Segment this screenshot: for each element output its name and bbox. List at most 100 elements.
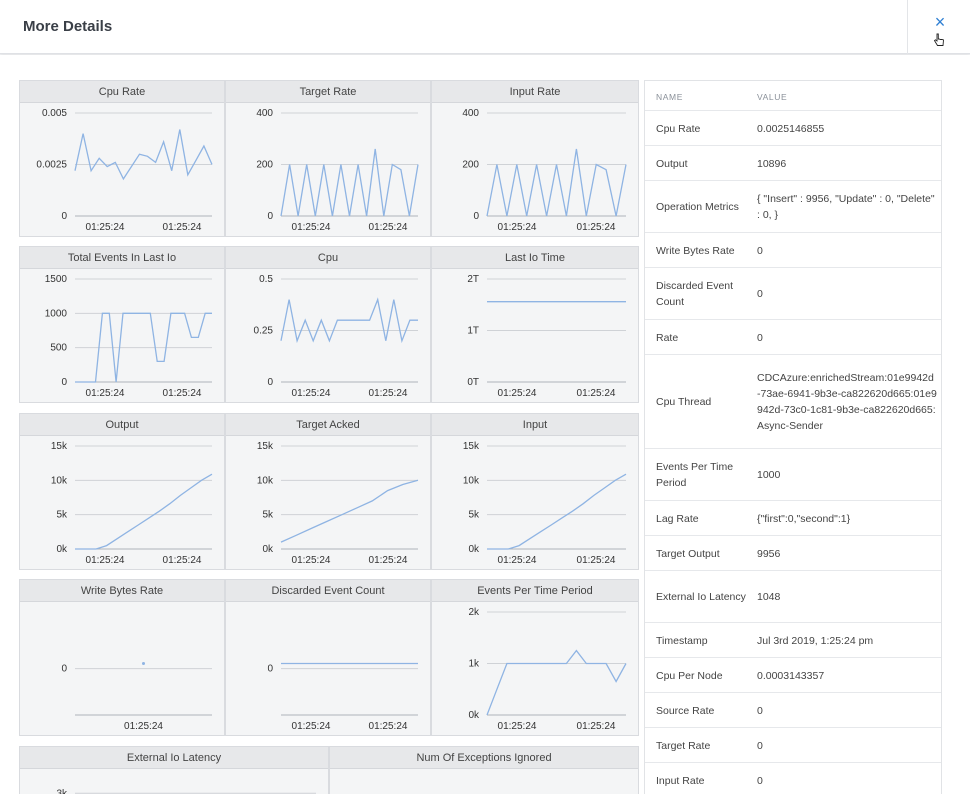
row-name: Cpu Per Node xyxy=(656,669,723,682)
row-value: 1000 xyxy=(757,469,781,481)
chart-panel-num-of-exceptions-ignored: Num Of Exceptions Ignored xyxy=(329,746,639,794)
name-column-header: NAME xyxy=(656,92,683,102)
row-value: 1048 xyxy=(757,591,781,603)
chart-panel-target-rate: Target Rate 400 200 0 01:25:24 01:25:24 xyxy=(225,80,431,237)
row-name: Timestamp xyxy=(656,634,708,647)
y-tick-label: 400 xyxy=(462,108,479,119)
row-name: Input Rate xyxy=(656,774,705,787)
row-value: 0 xyxy=(757,704,763,717)
table-header: NAME VALUE xyxy=(645,81,941,111)
y-tick-label: 400 xyxy=(256,108,273,119)
x-tick-label: 01:25:24 xyxy=(292,721,331,732)
chart-plot: 15k 10k 5k 0k 01:25:24 01:25:24 xyxy=(51,441,213,566)
x-tick-label: 01:25:24 xyxy=(498,555,537,566)
chart-panel-total-events-in-last-io: Total Events In Last Io 1500 1000 500 0 01:25… xyxy=(19,246,225,403)
value-column-header: VALUE xyxy=(757,92,788,102)
row-name: Lag Rate xyxy=(656,512,699,525)
chart-title: Target Rate xyxy=(226,81,430,103)
x-tick-label: 01:25:24 xyxy=(124,721,163,732)
chart-title: Output xyxy=(20,414,224,436)
y-tick-label: 500 xyxy=(50,343,67,354)
y-tick-label: 0k xyxy=(56,544,68,555)
row-value: 10896 xyxy=(757,157,787,170)
row-value: 0 xyxy=(757,739,763,752)
table-row: Rate 0 xyxy=(645,320,941,355)
chart-panel-discarded-event-count: Discarded Event Count 0 01:25:24 01:25:24 xyxy=(225,579,431,736)
chart-plot: 1500 1000 500 0 01:25:24 01:25:24 xyxy=(45,274,212,399)
chart-panel-last-io-time: Last Io Time 2T 1T 0T 01:25:24 01:25:24 xyxy=(431,246,639,403)
row-name: Cpu Rate xyxy=(656,122,701,135)
row-value: {"first":0,"second":1} xyxy=(757,512,851,525)
chart-plot: 0.5 0.25 0 01:25:24 01:25:24 xyxy=(254,274,418,399)
y-tick-label: 0 xyxy=(267,377,273,388)
row-value: { "Insert" : 9956, "Update" : 0, "Delete… xyxy=(757,193,935,221)
x-tick-label: 01:25:24 xyxy=(369,721,408,732)
chart-title: Target Acked xyxy=(226,414,430,436)
x-tick-label: 01:25:24 xyxy=(86,555,125,566)
x-tick-label: 01:25:24 xyxy=(577,388,616,399)
y-tick-label: 0 xyxy=(61,211,67,222)
chart-panel-external-io-latency: External Io Latency 3k xyxy=(19,746,329,794)
data-point xyxy=(142,662,145,665)
series-line xyxy=(74,129,213,181)
x-tick-label: 01:25:24 xyxy=(163,555,202,566)
chart-plot: 15k 10k 5k 0k 01:25:24 01:25:24 xyxy=(463,441,627,566)
row-name: Events Per Time Period xyxy=(656,461,734,489)
x-tick-label: 01:25:24 xyxy=(163,222,202,233)
row-name: Cpu Thread xyxy=(656,396,712,408)
series-line xyxy=(486,649,627,716)
y-tick-label: 0.25 xyxy=(254,326,274,337)
x-tick-label: 01:25:24 xyxy=(86,388,125,399)
chart-title: Discarded Event Count xyxy=(226,580,430,602)
row-name: Discarded Event Count xyxy=(656,280,734,308)
chart-panel-cpu: Cpu 0.5 0.25 0 01:25:24 01:25:24 xyxy=(225,246,431,403)
table-row: Target Rate 0 xyxy=(645,728,941,763)
row-name: Target Rate xyxy=(656,739,711,752)
y-tick-label: 15k xyxy=(257,441,274,452)
y-tick-label: 3k xyxy=(56,788,68,794)
y-tick-label: 2T xyxy=(467,274,479,285)
table-row: Operation Metrics { "Insert" : 9956, "Upd… xyxy=(645,181,941,233)
close-icon[interactable]: × xyxy=(934,12,946,32)
table-row: Write Bytes Rate 0 xyxy=(645,233,941,268)
chart-plot: 0 01:25:24 xyxy=(61,662,212,732)
table-row: Discarded Event Count 0 xyxy=(645,268,941,320)
y-tick-label: 0k xyxy=(262,544,274,555)
table-row: Lag Rate {"first":0,"second":1} xyxy=(645,501,941,536)
y-tick-label: 15k xyxy=(51,441,68,452)
y-tick-label: 200 xyxy=(256,160,273,171)
series-line xyxy=(280,479,419,543)
chart-title: Cpu Rate xyxy=(20,81,224,103)
chart-plot: 3k xyxy=(56,788,316,794)
dialog-header: More Details × xyxy=(0,0,970,54)
row-value: 0.0003143357 xyxy=(757,669,825,682)
chart-plot: 2T 1T 0T 01:25:24 01:25:24 xyxy=(467,274,626,399)
chart-plot: 2k 1k 0k 01:25:24 01:25:24 xyxy=(468,607,627,732)
y-tick-label: 15k xyxy=(463,441,480,452)
chart-title: Last Io Time xyxy=(432,247,638,269)
chart-panel-cpu-rate: Cpu Rate 0.005 0.0025 0 01:25:24 01:25:24 xyxy=(19,80,225,237)
y-tick-label: 1000 xyxy=(45,308,68,319)
x-tick-label: 01:25:24 xyxy=(369,555,408,566)
y-tick-label: 10k xyxy=(51,475,68,486)
table-row: Source Rate 0 xyxy=(645,693,941,728)
table-row: Cpu Thread CDCAzure:enrichedStream:01e994… xyxy=(645,355,941,449)
chart-plot xyxy=(330,769,639,794)
table-row: Target Output 9956 xyxy=(645,536,941,571)
y-tick-label: 5k xyxy=(262,510,274,521)
table-row: Output 10896 xyxy=(645,146,941,181)
table-body: Cpu Rate 0.0025146855 Output 10896 Operation… xyxy=(645,111,941,794)
x-tick-label: 01:25:24 xyxy=(292,555,331,566)
y-tick-label: 0 xyxy=(473,211,479,222)
y-tick-label: 0.005 xyxy=(42,108,67,119)
y-tick-label: 0 xyxy=(61,664,67,675)
chart-panel-write-bytes-rate: Write Bytes Rate 0 01:25:24 xyxy=(19,579,225,736)
row-name: External Io Latency xyxy=(656,591,746,603)
y-tick-label: 2k xyxy=(468,607,480,618)
row-value: 9956 xyxy=(757,547,781,560)
x-tick-label: 01:25:24 xyxy=(498,721,537,732)
row-value: 0 xyxy=(757,288,763,300)
chart-title: Input xyxy=(432,414,638,436)
close-area: × xyxy=(907,0,970,54)
series-line xyxy=(280,297,418,344)
